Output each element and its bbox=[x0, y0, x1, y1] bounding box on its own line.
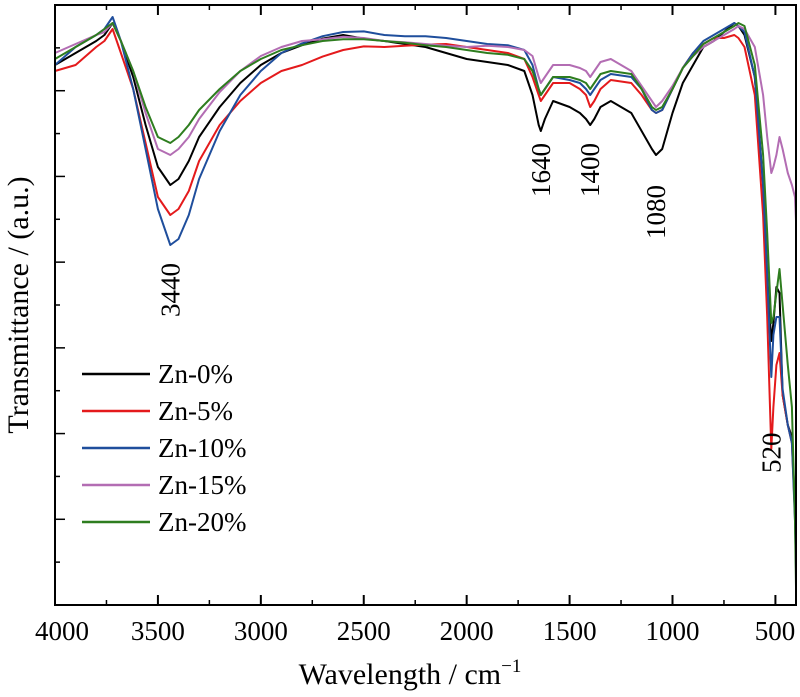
x-tick-label: 2000 bbox=[440, 616, 494, 646]
x-tick-label: 500 bbox=[755, 616, 796, 646]
legend-label: Zn-0% bbox=[158, 359, 233, 389]
plot-area-frame bbox=[54, 4, 797, 606]
x-axis-label: Wavelength / cm−1 bbox=[299, 656, 522, 691]
peak-label: 520 bbox=[756, 433, 786, 474]
peak-annotations: 3440 1640 1400 1080 520 bbox=[155, 143, 786, 473]
peak-label: 1080 bbox=[641, 185, 671, 239]
axis-ticks bbox=[54, 5, 777, 605]
x-axis-label-main: Wavelength / cm bbox=[299, 658, 502, 691]
x-tick-label: 3000 bbox=[234, 616, 288, 646]
series-line bbox=[54, 28, 797, 558]
series-line bbox=[54, 22, 797, 222]
x-axis-label-superscript: −1 bbox=[501, 656, 521, 677]
series-curves bbox=[54, 16, 797, 588]
x-tick-label: 4000 bbox=[35, 616, 89, 646]
x-tick-label: 2500 bbox=[337, 616, 391, 646]
legend-label: Zn-10% bbox=[158, 433, 246, 463]
legend-label: Zn-20% bbox=[158, 507, 246, 537]
x-tick-labels: 4000 3500 3000 2500 2000 1500 1000 500 bbox=[35, 616, 795, 646]
x-tick-label: 3500 bbox=[131, 616, 185, 646]
peak-label: 3440 bbox=[155, 263, 185, 317]
y-axis-label: Transmittance / (a.u.) bbox=[2, 176, 35, 433]
peak-label: 1400 bbox=[575, 143, 605, 197]
legend: Zn-0% Zn-5% Zn-10% Zn-15% Zn-20% bbox=[82, 359, 246, 537]
legend-label: Zn-15% bbox=[158, 470, 246, 500]
x-tick-label: 1500 bbox=[543, 616, 597, 646]
series-line bbox=[54, 22, 797, 588]
x-tick-label: 1000 bbox=[646, 616, 700, 646]
legend-label: Zn-5% bbox=[158, 396, 233, 426]
peak-label: 1640 bbox=[526, 143, 556, 197]
